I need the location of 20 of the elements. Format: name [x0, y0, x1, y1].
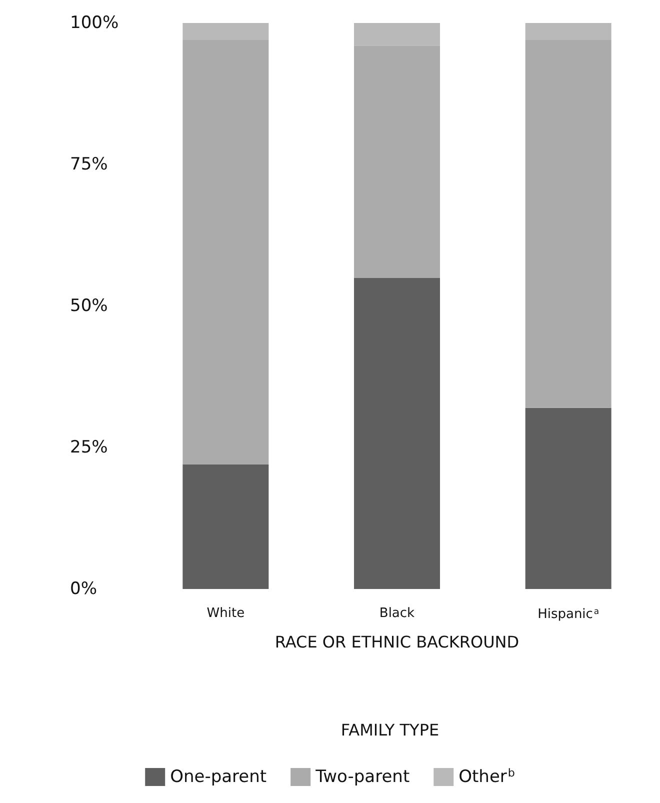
y-tick-label: 75%	[70, 154, 108, 174]
bar	[525, 408, 612, 589]
bar	[525, 23, 612, 40]
x-tick-label: White	[206, 606, 245, 621]
legend-label: Two-parent	[314, 767, 410, 787]
y-tick-label: 50%	[70, 296, 108, 316]
legend-label: One-parent	[170, 767, 267, 787]
y-tick-label: 0%	[70, 579, 97, 599]
bar	[354, 278, 440, 589]
y-tick-label: 25%	[70, 438, 108, 458]
x-axis-title: RACE OR ETHNIC BACKROUND	[274, 632, 520, 652]
bar	[354, 46, 440, 278]
legend-title: FAMILY TYPE	[340, 720, 440, 740]
bar	[182, 464, 269, 589]
bar	[354, 23, 440, 46]
x-tick-label: Black	[379, 606, 416, 621]
y-tick-label: 100%	[70, 13, 119, 33]
bar	[525, 40, 612, 408]
bar	[182, 40, 269, 464]
bar	[182, 23, 269, 40]
